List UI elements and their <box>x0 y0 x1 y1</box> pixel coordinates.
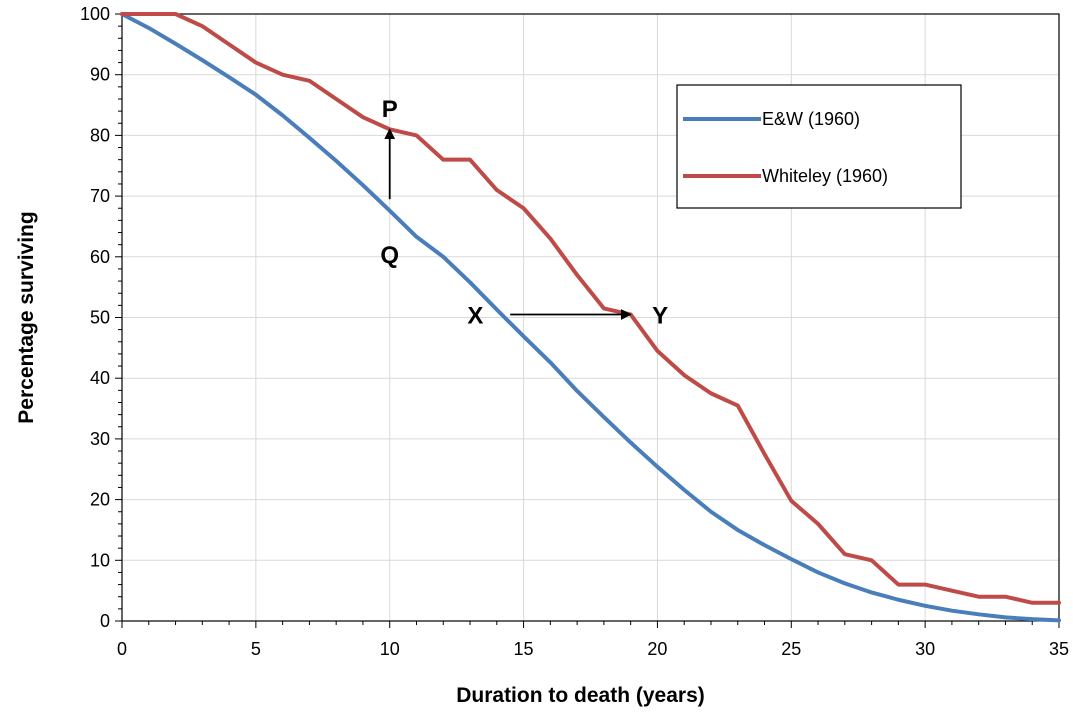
y-tick-label: 60 <box>90 247 110 267</box>
legend-label: E&W (1960) <box>762 109 860 129</box>
series-line-0 <box>120 12 1061 623</box>
y-tick-label: 10 <box>90 550 110 570</box>
annotation-label: Q <box>380 242 399 269</box>
y-axis-title: Percentage surviving <box>15 211 38 423</box>
x-tick-label: 10 <box>380 639 400 659</box>
x-tick-label: 15 <box>514 639 534 659</box>
x-tick-label: 30 <box>915 639 935 659</box>
y-tick-label: 80 <box>90 125 110 145</box>
y-tick-label: 90 <box>90 65 110 85</box>
annotation-label: X <box>467 302 483 329</box>
x-tick-label: 0 <box>117 639 127 659</box>
series-line-1 <box>120 12 1061 605</box>
y-tick-label: 50 <box>90 308 110 328</box>
x-tick-label: 25 <box>781 639 801 659</box>
y-tick-label: 40 <box>90 368 110 388</box>
annotation-label: P <box>382 96 398 123</box>
x-tick-label: 5 <box>251 639 261 659</box>
y-tick-label: 0 <box>100 611 110 631</box>
legend-box <box>676 84 962 209</box>
legend-label: Whiteley (1960) <box>762 166 888 186</box>
x-tick-label: 20 <box>647 639 667 659</box>
y-tick-label: 70 <box>90 186 110 206</box>
x-tick-label: 35 <box>1049 639 1069 659</box>
annotation-label: Y <box>652 302 668 329</box>
y-tick-label: 30 <box>90 429 110 449</box>
y-tick-label: 100 <box>80 4 110 24</box>
x-axis-title: Duration to death (years) <box>456 684 705 707</box>
y-tick-label: 20 <box>90 490 110 510</box>
